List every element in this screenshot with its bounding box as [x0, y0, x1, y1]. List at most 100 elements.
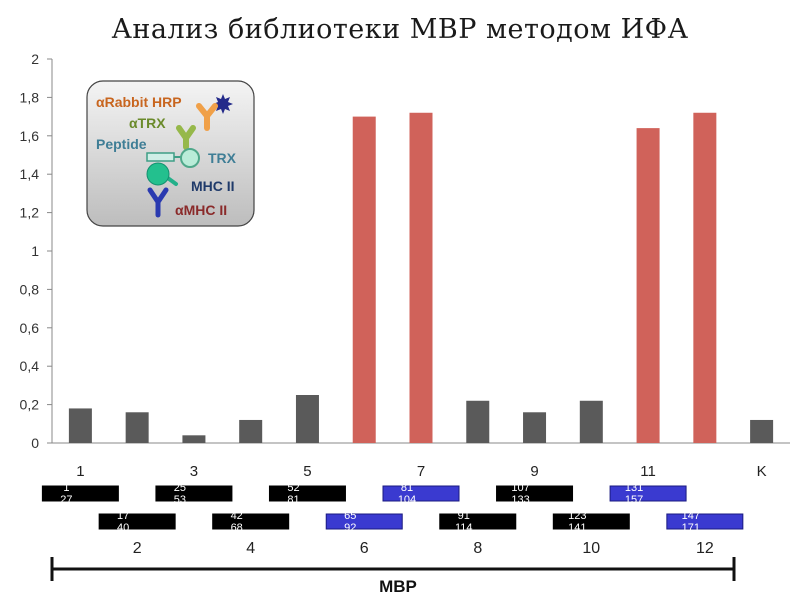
- bars: [68, 112, 774, 443]
- peptide-box-rect: [268, 485, 346, 502]
- peptide-end: 114: [455, 522, 473, 534]
- peptide-box-rect: [325, 513, 403, 530]
- peptide-start: 81: [401, 482, 413, 494]
- peptide-map: 1271740255342685281659281104911141071331…: [41, 482, 744, 534]
- peptide-box-rect: [552, 513, 630, 530]
- peptide-number-label: 8: [473, 540, 482, 557]
- peptide-start: 65: [344, 510, 356, 522]
- bar: [693, 112, 717, 443]
- peptide-box-rect: [155, 485, 233, 502]
- peptide-start: 52: [287, 482, 299, 494]
- legend-label-peptide: Peptide: [96, 136, 147, 152]
- legend-label-rabbit-hrp: αRabbit HRP: [96, 94, 182, 110]
- peptide-box-rect: [439, 513, 517, 530]
- hrp-star-icon: [213, 94, 233, 114]
- y-tick-label: 0,6: [20, 320, 40, 336]
- peptide-end: 133: [511, 494, 529, 506]
- y-tick-label: 1: [31, 243, 39, 259]
- legend-label-trx: TRX: [208, 150, 237, 166]
- legend-box: αRabbit HRP αTRX Peptide TRX MHC II αMHC…: [86, 80, 255, 227]
- peptide-number-label: 6: [360, 540, 369, 557]
- mbp-bracket: MBP: [50, 557, 736, 596]
- y-tick-label: 1,2: [20, 205, 40, 221]
- peptide-end: 68: [231, 522, 243, 534]
- peptide-end: 104: [398, 494, 416, 506]
- peptide-number-label: 12: [696, 540, 714, 557]
- bar: [750, 419, 774, 443]
- peptide-start: 91: [458, 510, 470, 522]
- peptide-number-label: 10: [582, 540, 600, 557]
- bar: [239, 419, 263, 443]
- legend-label-trx-antibody: αTRX: [129, 115, 166, 131]
- y-tick-label: 1,4: [20, 166, 40, 182]
- bar: [636, 128, 660, 443]
- peptide-start: 123: [568, 510, 586, 522]
- bar: [579, 400, 603, 443]
- peptide-end: 40: [117, 522, 129, 534]
- peptide-start: 17: [117, 510, 129, 522]
- x-tick-label: K: [757, 463, 767, 480]
- peptide-end: 53: [174, 494, 186, 506]
- peptide-end: 141: [568, 522, 586, 534]
- bar: [466, 400, 490, 443]
- peptide-start: 42: [231, 510, 243, 522]
- x-tick-label: 7: [417, 463, 425, 480]
- x-tick-label: 3: [190, 463, 198, 480]
- legend-label-mhc-ii: MHC II: [191, 178, 235, 194]
- peptide-end: 157: [625, 494, 643, 506]
- x-tick-label: 11: [640, 463, 656, 480]
- peptide-start: 131: [625, 482, 643, 494]
- peptide-box-rect: [496, 485, 574, 502]
- trx-icon: [180, 148, 200, 168]
- peptide-icon: [146, 152, 181, 162]
- peptide-box-rect: [98, 513, 176, 530]
- bar: [523, 412, 547, 443]
- y-tick-label: 1,8: [20, 89, 40, 105]
- peptide-end: 81: [287, 494, 299, 506]
- peptide-start: 1: [63, 482, 69, 494]
- y-tick-label: 0,4: [20, 358, 40, 374]
- bar: [295, 395, 319, 443]
- bar: [68, 408, 92, 443]
- y-tick-label: 0,8: [20, 281, 40, 297]
- peptide-box-rect: [41, 485, 119, 502]
- peptide-start: 107: [511, 482, 529, 494]
- peptide-number-label: 4: [246, 540, 255, 557]
- legend-label-mhc-ii-antibody: αMHC II: [175, 202, 227, 218]
- y-tick-label: 1,6: [20, 128, 40, 144]
- x-axis-labels: 1 3 5 7 9 11 K2 4 6 8 10 12: [76, 463, 766, 557]
- peptide-box-rect: [212, 513, 290, 530]
- peptide-end: 171: [682, 522, 700, 534]
- peptide-number-label: 2: [133, 540, 142, 557]
- peptide-end: 92: [344, 522, 356, 534]
- chart-title: Анализ библиотеки МВР методом ИФА: [111, 14, 689, 45]
- mhc-ii-icon: [146, 162, 178, 186]
- bar: [125, 412, 149, 443]
- y-tick-label: 0,2: [20, 397, 40, 413]
- peptide-start: 25: [174, 482, 186, 494]
- peptide-box-rect: [609, 485, 687, 502]
- mhc-ii-antibody-icon: [147, 187, 169, 218]
- x-tick-label: 5: [303, 463, 311, 480]
- peptide-box-rect: [666, 513, 744, 530]
- peptide-start: 147: [682, 510, 700, 522]
- bar: [352, 116, 376, 443]
- peptide-end: 27: [60, 494, 72, 506]
- trx-antibody-icon: [176, 125, 196, 150]
- bar: [409, 112, 433, 443]
- peptide-box: 127: [41, 482, 119, 506]
- x-tick-label: 1: [76, 463, 84, 480]
- x-tick-label: 9: [530, 463, 538, 480]
- mbp-label: MBP: [379, 577, 417, 596]
